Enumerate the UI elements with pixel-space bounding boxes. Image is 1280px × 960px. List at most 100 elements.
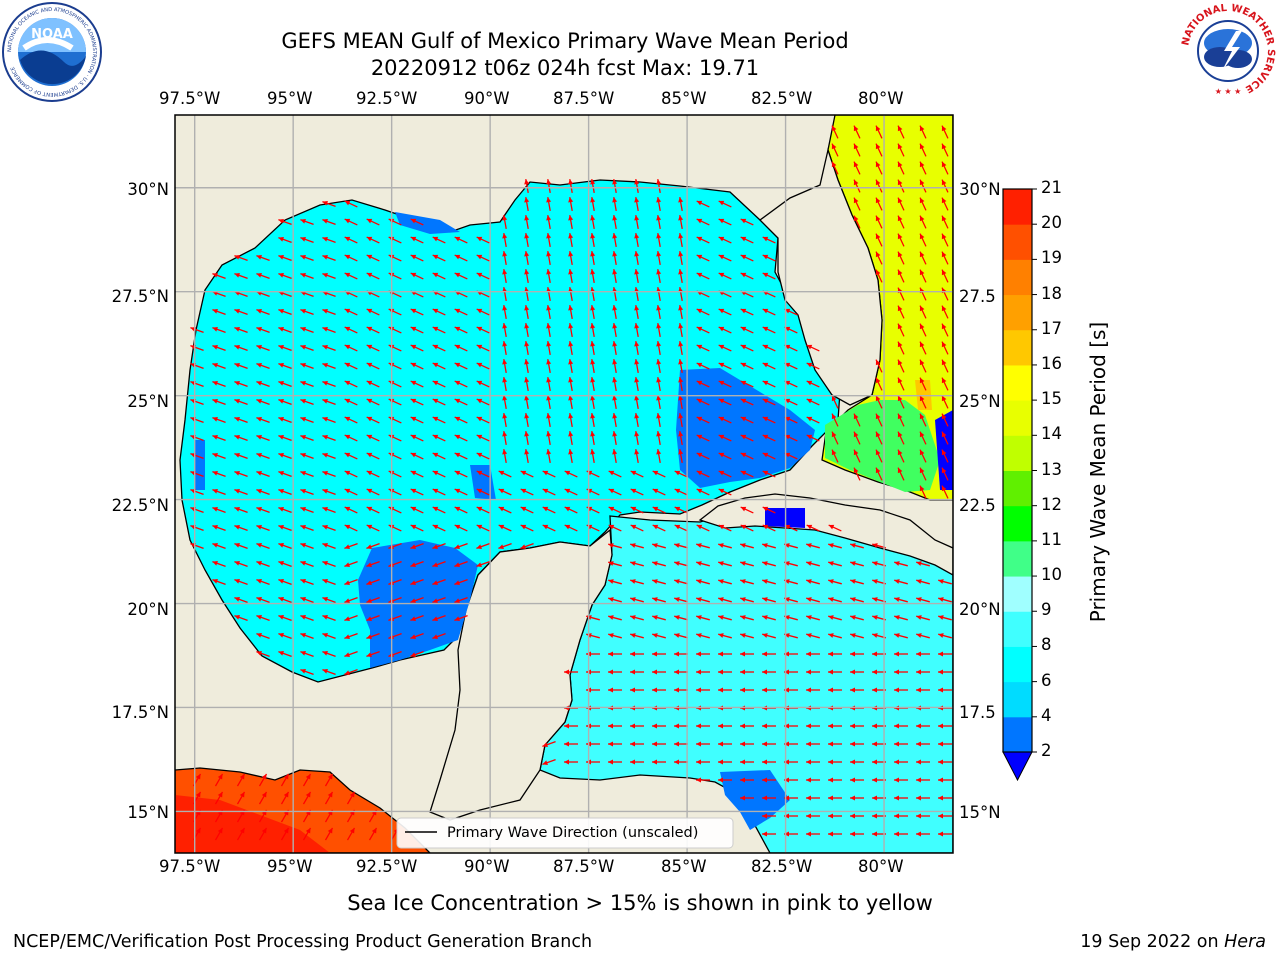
wave-direction-arrow [897, 251, 905, 265]
wave-direction-arrow [784, 687, 798, 693]
wave-direction-arrow [256, 596, 270, 604]
wave-direction-arrow [696, 344, 710, 352]
wave-direction-arrow [608, 633, 622, 639]
wave-direction-arrow [894, 759, 908, 765]
wave-direction-arrow [919, 395, 927, 409]
wave-direction-arrow [278, 452, 292, 460]
wave-direction-arrow [938, 831, 952, 837]
wave-direction-arrow [784, 795, 798, 801]
wave-direction-arrow [234, 488, 248, 496]
wave-direction-arrow [678, 268, 684, 284]
wave-direction-arrow [454, 326, 468, 334]
wave-direction-arrow [366, 254, 380, 262]
wave-direction-arrow [806, 524, 820, 532]
wave-direction-arrow [590, 394, 596, 410]
pacific-warm-core [175, 795, 330, 853]
wave-direction-arrow [853, 215, 861, 229]
wave-direction-arrow [740, 561, 754, 567]
wave-direction-arrow [542, 740, 556, 748]
wave-direction-arrow [366, 344, 380, 352]
wave-direction-arrow [322, 470, 336, 478]
wave-direction-arrow [300, 218, 314, 226]
wave-direction-arrow [894, 651, 908, 657]
wave-direction-arrow [875, 215, 883, 229]
wave-direction-arrow [502, 412, 508, 428]
colorbar-tick-label: 16 [1041, 353, 1062, 373]
wave-direction-arrow [590, 214, 596, 230]
wave-direction-arrow [894, 723, 908, 729]
wave-direction-arrow [212, 416, 226, 424]
wave-direction-arrow [590, 430, 596, 446]
colorbar-segment [1003, 400, 1032, 436]
wave-direction-arrow [322, 488, 336, 496]
wave-direction-arrow [278, 380, 292, 388]
wave-direction-arrow [740, 362, 754, 370]
wave-direction-arrow [524, 448, 530, 464]
wave-direction-arrow [850, 777, 864, 783]
wave-direction-arrow [938, 669, 952, 675]
wave-direction-arrow [740, 326, 754, 334]
wave-direction-arrow [875, 413, 883, 427]
wave-direction-arrow [656, 322, 662, 338]
wave-direction-arrow [568, 232, 574, 248]
wave-direction-arrow [212, 272, 226, 280]
wave-direction-arrow [634, 376, 640, 392]
wave-direction-arrow [432, 470, 446, 478]
wave-direction-arrow [236, 827, 246, 841]
wave-direction-arrow [656, 448, 662, 464]
wave-direction-arrow [718, 633, 732, 639]
wave-direction-arrow [718, 416, 732, 424]
wave-direction-arrow [546, 430, 552, 446]
wave-direction-arrow [568, 304, 574, 320]
wave-direction-arrow [630, 470, 644, 478]
wave-direction-arrow [564, 759, 578, 765]
wave-direction-arrow [740, 524, 754, 532]
wave-direction-arrow [410, 542, 424, 550]
wave-direction-arrow [652, 470, 666, 478]
wave-direction-arrow [214, 773, 224, 787]
wave-direction-arrow [894, 597, 908, 603]
wave-direction-arrow [454, 308, 468, 316]
wave-direction-arrow [696, 362, 710, 370]
wave-direction-arrow [853, 413, 861, 427]
wave-direction-arrow [256, 308, 270, 316]
wave-direction-arrow [410, 434, 424, 442]
wave-direction-arrow [300, 308, 314, 316]
wave-direction-arrow [762, 524, 776, 532]
wave-direction-arrow [634, 430, 640, 446]
wave-direction-arrow [322, 308, 336, 316]
wave-direction-arrow [850, 795, 864, 801]
wave-direction-arrow [894, 633, 908, 639]
wave-direction-arrow [656, 430, 662, 446]
wave-direction-arrow [300, 506, 314, 514]
wave-direction-arrow [612, 430, 618, 446]
wave-direction-arrow [919, 449, 927, 463]
wave-direction-arrow [608, 543, 622, 549]
colorbar-segment [1003, 681, 1032, 718]
wave-direction-arrow [919, 431, 927, 445]
wave-direction-arrow [502, 430, 508, 446]
wave-direction-arrow [300, 452, 314, 460]
wave-direction-arrow [476, 506, 490, 514]
wave-direction-arrow [850, 615, 864, 621]
wave-direction-arrow [502, 232, 508, 248]
wave-direction-arrow [919, 179, 927, 193]
wave-direction-arrow [564, 488, 578, 496]
wave-direction-arrow [674, 633, 688, 639]
wave-direction-arrow [828, 615, 842, 621]
wave-direction-arrow [568, 196, 574, 212]
wave-direction-arrow [853, 161, 861, 175]
wave-direction-arrow [897, 125, 905, 139]
wave-direction-arrow [897, 323, 905, 337]
wave-direction-arrow [831, 431, 839, 445]
wave-direction-arrow [875, 251, 883, 265]
wave-direction-arrow [674, 615, 688, 621]
wave-direction-arrow [432, 578, 446, 586]
wave-direction-arrow [278, 542, 292, 550]
wave-direction-arrow [612, 268, 618, 284]
wave-direction-arrow [476, 542, 490, 550]
wave-direction-arrow [454, 380, 468, 388]
wave-direction-arrow [806, 813, 820, 819]
wave-direction-arrow [324, 773, 334, 787]
wave-direction-arrow [718, 470, 732, 478]
